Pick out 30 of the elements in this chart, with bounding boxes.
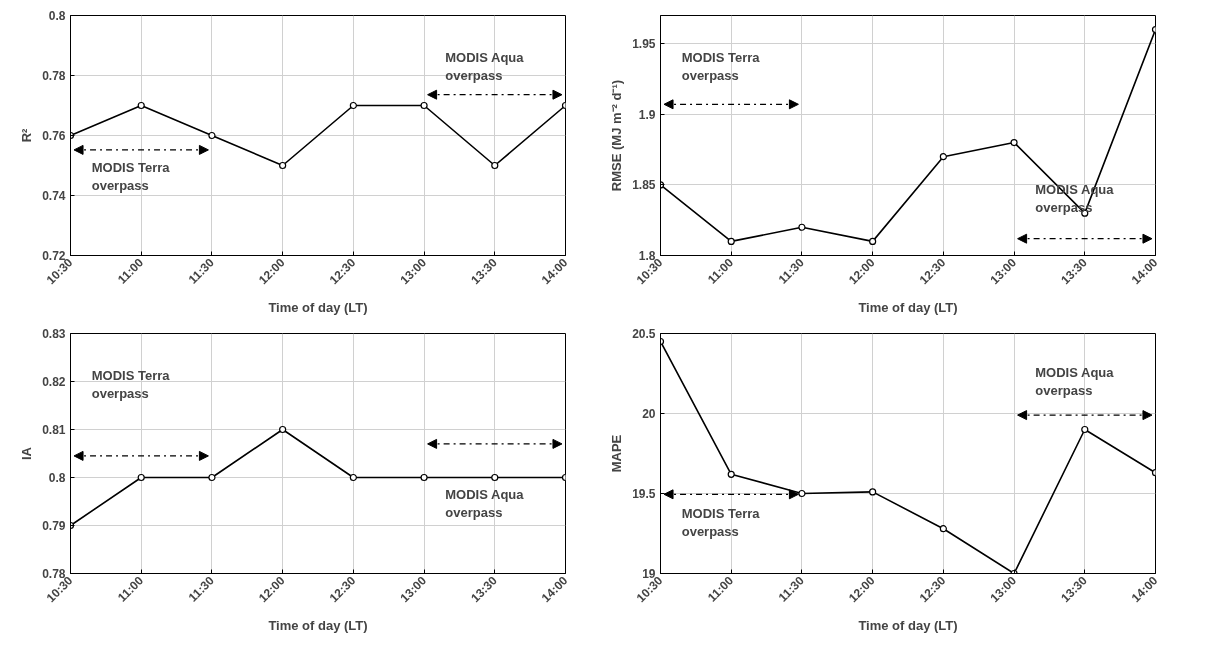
- y-axis-title: R²: [19, 127, 35, 143]
- annotation: MODIS Terra overpass: [681, 506, 761, 540]
- y-tick-label: 1.85: [632, 178, 656, 193]
- y-axis-title: IA: [19, 446, 35, 460]
- y-tick-label: 19.5: [632, 487, 656, 501]
- y-tick-label: 0.74: [42, 189, 66, 203]
- y-tick-label: 1.95: [632, 37, 656, 52]
- annotation: MODIS Aqua overpass: [1035, 365, 1115, 399]
- y-tick-label: 0.8: [48, 471, 66, 485]
- y-tick-label: 1.9: [638, 107, 656, 122]
- y-tick-label: 20.5: [632, 327, 656, 341]
- annotation: MODIS Aqua overpass: [445, 49, 525, 83]
- annotation: MODIS Aqua overpass: [445, 487, 525, 521]
- y-tick-label: 0.83: [42, 327, 66, 341]
- x-axis-title: Time of day (LT): [858, 618, 958, 634]
- annotation: MODIS Terra overpass: [91, 159, 171, 193]
- y-axis-title: RMSE (MJ m⁻² d⁻¹): [609, 79, 625, 192]
- y-tick-label: 0.81: [42, 423, 66, 437]
- y-tick-label: 0.8: [48, 9, 66, 23]
- x-axis-title: Time of day (LT): [268, 618, 368, 634]
- y-tick-label: 0.78: [42, 69, 66, 83]
- y-tick-label: 0.79: [42, 519, 66, 533]
- annotation: MODIS Terra overpass: [681, 49, 761, 83]
- y-tick-label: 20: [642, 407, 656, 421]
- y-axis-title: MAPE: [609, 434, 625, 473]
- y-tick-label: 0.82: [42, 375, 66, 389]
- annotation: MODIS Terra overpass: [91, 367, 171, 401]
- x-axis-title: Time of day (LT): [268, 300, 368, 316]
- y-tick-label: 0.76: [42, 129, 66, 143]
- x-axis-title: Time of day (LT): [858, 300, 958, 316]
